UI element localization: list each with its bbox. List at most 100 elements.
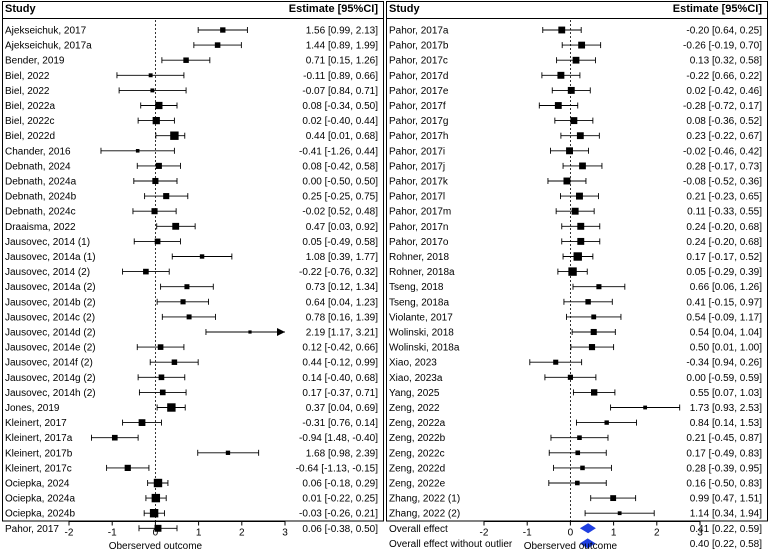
study-estimate-text: -0.28 [-0.72, 0.17] <box>683 101 762 112</box>
study-label: Pahor, 2017o <box>389 237 449 248</box>
study-label: Jausovec, 2014b (2) <box>5 297 96 308</box>
study-label: Jausovec, 2014a (2) <box>5 282 96 293</box>
study-estimate-text: 0.16 [-0.50, 0.83] <box>686 479 762 490</box>
point-estimate <box>591 314 597 320</box>
point-estimate <box>610 495 617 502</box>
study-estimate-text: 0.99 [0.47, 1.51] <box>690 494 763 505</box>
point-estimate <box>577 435 582 441</box>
study-label: Jausovec, 2014 (2) <box>5 267 90 278</box>
study-estimate-text: -0.07 [0.84, 0.71] <box>302 86 378 97</box>
study-label: Zeng, 2022d <box>389 463 445 474</box>
study-label: Biel, 2022 <box>5 71 50 82</box>
study-row: Rohner, 2018 0.17 [-0.17, 0.52] <box>389 252 762 263</box>
forest-panel-left: Study Estimate [95%CI] Ajekseichuk, 2017 1.… <box>2 1 384 552</box>
study-estimate-text: -0.03 [-0.26, 0.21] <box>299 509 378 520</box>
point-estimate <box>155 101 163 110</box>
study-label: Debnath, 2024b <box>5 192 77 203</box>
study-estimate-text: 1.08 [0.39, 1.77] <box>306 252 379 263</box>
study-estimate-text: -0.22 [0.66, 0.22] <box>686 71 762 82</box>
study-label: Biel, 2022 <box>5 86 50 97</box>
ci-arrow <box>277 328 285 336</box>
point-estimate <box>153 478 163 488</box>
point-estimate <box>617 511 622 516</box>
study-label: Jausovec, 2014c (2) <box>5 312 95 323</box>
study-label: Rohner, 2018a <box>389 267 455 278</box>
study-row: Zhang, 2022 (1) 0.99 [0.47, 1.51] <box>389 494 762 505</box>
study-label: Pahor, 2017m <box>389 207 451 218</box>
study-label: Tseng, 2018a <box>389 297 449 308</box>
study-estimate-text: 0.14 [-0.40, 0.68] <box>302 373 378 384</box>
study-row: Zeng, 2022d 0.28 [-0.39, 0.95] <box>389 463 762 474</box>
study-label: Pahor, 2017j <box>389 161 445 172</box>
study-estimate-text: -0.34 [0.94, 0.26] <box>686 358 762 369</box>
study-estimate-text: 0.54 [-0.09, 1.17] <box>686 312 762 323</box>
study-estimate-text: 0.08 [-0.42, 0.58] <box>302 161 378 172</box>
point-estimate <box>571 207 579 215</box>
study-row: Jausovec, 2014 (2) -0.22 [-0.76, 0.32] <box>5 267 378 278</box>
point-estimate <box>151 493 161 503</box>
point-estimate <box>643 405 648 410</box>
study-label: Biel, 2022d <box>5 131 55 142</box>
study-row: Draaisma, 2022 0.47 [0.03, 0.92] <box>5 222 378 233</box>
point-estimate <box>567 86 575 94</box>
study-estimate-text: 0.47 [0.03, 0.92] <box>306 222 379 233</box>
study-label: Jausovec, 2014 (1) <box>5 237 90 248</box>
study-estimate-text: 0.17 [-0.37, 0.71] <box>302 388 378 399</box>
study-label: Draaisma, 2022 <box>5 222 76 233</box>
summary-label: Overall effect <box>389 524 448 535</box>
study-estimate-text: 0.13 [0.32, 0.58] <box>690 56 763 67</box>
study-estimate-text: -0.94 [1.48, -0.40] <box>299 433 378 444</box>
x-tick-label: 0 <box>568 528 574 539</box>
point-estimate <box>214 42 221 48</box>
study-row: Biel, 2022c 0.02 [-0.40, 0.44] <box>5 116 378 127</box>
point-estimate <box>220 27 226 33</box>
point-estimate <box>588 344 596 351</box>
study-row: Zeng, 2022e 0.16 [-0.50, 0.83] <box>389 479 762 490</box>
study-estimate-text: 0.11 [-0.33, 0.55] <box>687 207 762 218</box>
study-row: Pahor, 2017g 0.08 [-0.36, 0.52] <box>389 116 762 127</box>
study-row: Zeng, 2022b 0.21 [-0.45, 0.87] <box>389 433 762 444</box>
point-estimate <box>152 177 159 185</box>
study-label: Kleinert, 2017b <box>5 448 73 459</box>
study-estimate-text: 0.00 [-0.50, 0.50] <box>302 177 378 188</box>
point-estimate <box>577 237 585 245</box>
point-estimate <box>157 344 164 350</box>
study-row: Pahor, 2017d -0.22 [0.66, 0.22] <box>389 71 762 82</box>
study-estimate-text: 0.78 [0.16, 1.39] <box>306 312 379 323</box>
study-estimate-text: 1.14 [0.34, 1.94] <box>690 509 763 520</box>
study-label: Jausovec, 2014f (2) <box>5 358 93 369</box>
study-estimate-text: -0.26 [-0.19, 0.70] <box>683 41 762 52</box>
study-estimate-text: 1.73 [0.93, 2.53] <box>690 403 763 414</box>
study-estimate-text: 0.44 [-0.12, 0.99] <box>302 358 378 369</box>
study-row: Pahor, 2017k -0.08 [-0.52, 0.36] <box>389 177 762 188</box>
study-row: Ociepka, 2024b -0.03 [-0.26, 0.21] <box>5 509 378 520</box>
study-label: Jausovec, 2014a (1) <box>5 252 96 263</box>
study-label: Pahor, 2017a <box>389 26 449 37</box>
study-row: Xiao, 2023a 0.00 [-0.59, 0.59] <box>389 373 762 384</box>
study-label: Kleinert, 2017 <box>5 418 67 429</box>
point-estimate <box>575 480 580 486</box>
x-tick-label: -1 <box>108 528 117 539</box>
study-estimate-text: -0.22 [-0.76, 0.32] <box>299 267 378 278</box>
point-estimate <box>553 359 559 365</box>
study-row: Wolinski, 2018a 0.50 [0.01, 1.00] <box>389 343 762 354</box>
study-estimate-text: 0.21 [-0.45, 0.87] <box>686 433 762 444</box>
point-estimate <box>566 147 573 155</box>
point-estimate <box>570 117 578 125</box>
point-estimate <box>563 177 571 185</box>
study-estimate-text: 0.05 [-0.29, 0.39] <box>686 267 762 278</box>
study-row: Biel, 2022 -0.11 [0.89, 0.66] <box>5 71 378 82</box>
study-row: Jausovec, 2014e (2) 0.12 [-0.42, 0.66] <box>5 343 378 354</box>
study-label: Jausovec, 2014d (2) <box>5 328 96 339</box>
study-label: Zeng, 2022a <box>389 418 446 429</box>
point-estimate <box>575 450 581 456</box>
point-estimate <box>150 88 155 93</box>
point-estimate <box>248 330 252 334</box>
study-row: Debnath, 2024a 0.00 [-0.50, 0.50] <box>5 177 378 188</box>
study-row: Pahor, 2017l 0.21 [-0.23, 0.65] <box>389 192 762 203</box>
study-estimate-text: -0.64 [-1.13, -0.15] <box>296 463 378 474</box>
study-label: Pahor, 2017h <box>389 131 449 142</box>
study-row: Pahor, 2017e 0.02 [-0.42, 0.46] <box>389 86 762 97</box>
study-row: Pahor, 2017c 0.13 [0.32, 0.58] <box>389 56 762 67</box>
